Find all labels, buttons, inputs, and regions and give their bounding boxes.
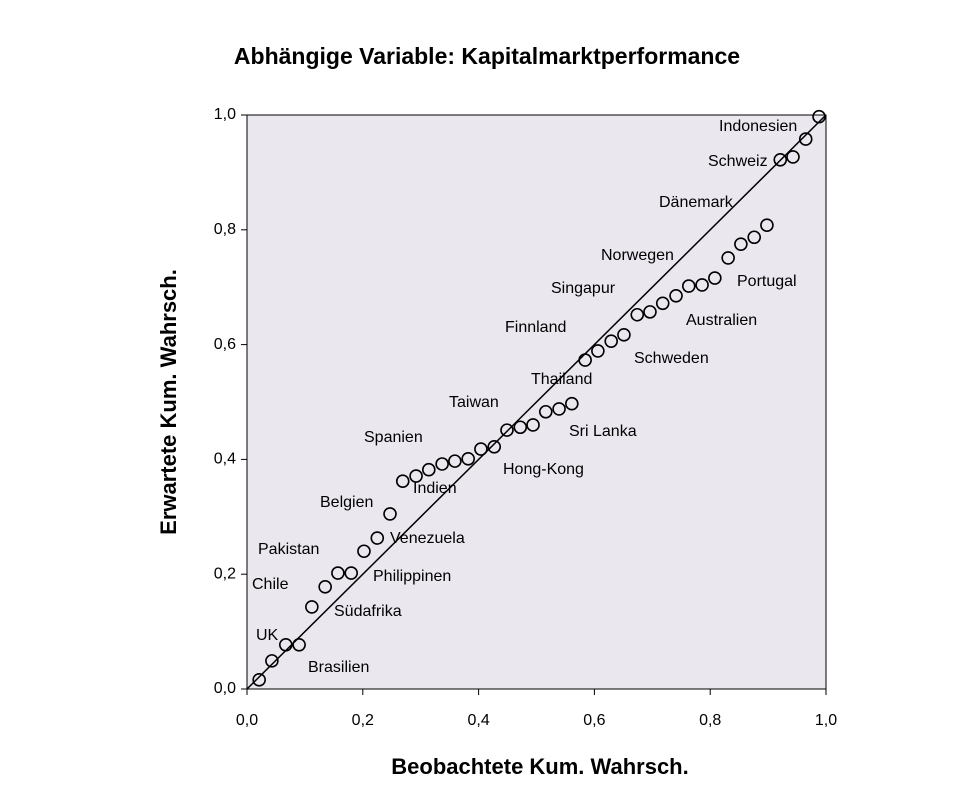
point-label: Pakistan (258, 541, 319, 558)
point (721, 251, 735, 265)
point-label: Thailand (531, 371, 592, 388)
point (474, 442, 488, 456)
point-label: Venezuela (390, 530, 465, 547)
point (383, 507, 397, 521)
point-label: Südafrika (334, 603, 402, 620)
point-label: Norwegen (601, 247, 674, 264)
point (578, 353, 592, 367)
point (513, 420, 528, 435)
point (773, 152, 788, 167)
point-label: Australien (686, 312, 757, 329)
x-tick-label: 0,2 (352, 712, 374, 729)
point (591, 344, 605, 358)
point (695, 278, 709, 292)
point (344, 566, 359, 580)
y-tick-label: 0,0 (214, 680, 236, 697)
point-label: Portugal (737, 273, 797, 290)
point (252, 673, 266, 687)
point (655, 296, 670, 311)
point (681, 279, 696, 293)
x-tick-label: 0,4 (467, 712, 489, 729)
point (305, 600, 319, 614)
point (422, 462, 436, 477)
point (565, 396, 579, 411)
y-tick-label: 1,0 (214, 106, 236, 123)
point (708, 271, 722, 285)
point (448, 454, 462, 468)
y-tick-label: 0,8 (214, 221, 236, 238)
y-tick-label: 0,2 (214, 565, 236, 582)
point-label: Taiwan (449, 394, 499, 411)
point (461, 452, 475, 466)
point-label: Schweiz (708, 153, 768, 170)
point (292, 638, 306, 652)
point (318, 580, 332, 594)
point-label: Finnland (505, 319, 566, 336)
point (643, 305, 657, 319)
point (331, 566, 345, 580)
point (552, 402, 566, 416)
reference-line (246, 114, 827, 690)
point (669, 289, 683, 303)
point-label: Indien (413, 480, 457, 497)
point (435, 457, 449, 471)
x-axis-label: Beobachtete Kum. Wahrsch. (391, 754, 688, 779)
point (357, 544, 371, 559)
point (526, 418, 540, 432)
point (798, 132, 813, 146)
x-tick-label: 1,0 (815, 712, 837, 729)
point-label: Philippinen (373, 568, 451, 585)
point-label: Dänemark (659, 194, 734, 211)
point (812, 109, 826, 124)
point-label: Spanien (364, 429, 423, 446)
y-tick-label: 0,6 (214, 336, 236, 353)
point-label: Indonesien (719, 118, 797, 135)
point (500, 423, 514, 437)
point-label: UK (256, 627, 279, 644)
point (630, 307, 645, 322)
point-label: Hong-Kong (503, 461, 584, 478)
point (786, 150, 800, 164)
point (760, 218, 774, 233)
point-label: Singapur (551, 280, 616, 297)
point (747, 230, 762, 245)
x-tick-label: 0,0 (236, 712, 258, 729)
chart-title: Abhängige Variable: Kapitalmarktperforma… (234, 43, 740, 69)
x-tick-label: 0,6 (583, 712, 605, 729)
point (604, 334, 618, 348)
point (370, 531, 385, 545)
point-label: Brasilien (308, 659, 369, 676)
point (734, 237, 748, 251)
point (409, 469, 423, 483)
point (265, 654, 279, 668)
point (617, 328, 631, 342)
y-tick-label: 0,4 (214, 451, 236, 468)
point (278, 638, 293, 652)
point (487, 439, 502, 454)
point (538, 404, 553, 419)
point-label: Sri Lanka (569, 423, 637, 440)
point-label: Belgien (320, 494, 373, 511)
x-tick-label: 0,8 (699, 712, 721, 729)
y-axis-label: Erwartete Kum. Wahrsch. (156, 269, 181, 535)
point-label: Schweden (634, 350, 709, 367)
point-label: Chile (252, 576, 289, 593)
point (395, 474, 410, 489)
